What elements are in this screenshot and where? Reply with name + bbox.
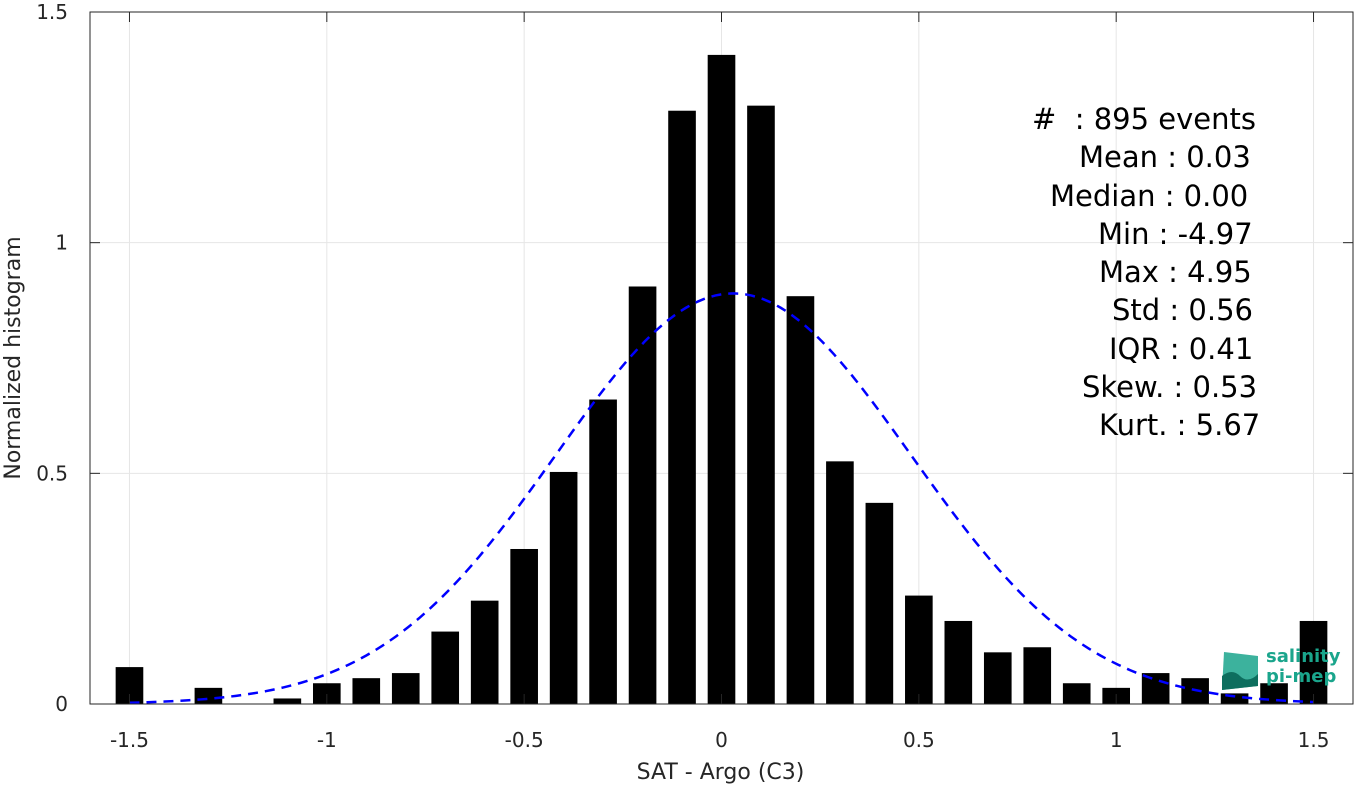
histogram-bar <box>826 461 854 704</box>
stat-skew: Skew. : 0.53 <box>1082 370 1258 405</box>
histogram-bar <box>786 296 815 704</box>
salinity-pimep-logo: salinity pi-mep <box>1218 646 1348 692</box>
x-tick-labels: -1.5 -1 -0.5 0 0.5 1 1.5 <box>110 728 1329 752</box>
statistics-panel: # : 895 events Mean : 0.03 Median : 0.00… <box>980 100 1320 445</box>
histogram-bar <box>668 110 696 704</box>
histogram-bar <box>865 502 894 704</box>
stat-kurt: Kurt. : 5.67 <box>1099 408 1261 443</box>
histogram-bar <box>628 286 657 704</box>
histogram-bar <box>1299 620 1328 704</box>
histogram-bar <box>1062 683 1091 704</box>
logo-text-salinity: salinity <box>1266 646 1341 667</box>
gaussian-fit-curve <box>129 292 1314 704</box>
histogram-bar <box>312 683 341 704</box>
stat-iqr: IQR : 0.41 <box>1109 331 1254 366</box>
histogram-bar <box>1023 647 1052 704</box>
x-axis-label: SAT - Argo (C3) <box>637 760 805 785</box>
histogram-bar <box>747 105 775 705</box>
histogram-bar <box>510 548 538 704</box>
x-tick-label: -1 <box>317 728 337 752</box>
x-tick-label: 1 <box>1110 728 1123 752</box>
wave-logo-icon <box>1222 652 1258 690</box>
y-tick-label: 0.5 <box>36 461 68 485</box>
y-tick-labels: 0 0.5 1 1.5 <box>36 0 68 716</box>
histogram-bar <box>905 595 933 704</box>
histogram-bar <box>707 54 736 705</box>
logo-text-pimep: pi-mep <box>1266 666 1337 687</box>
y-tick-label: 1.5 <box>36 0 68 24</box>
histogram-bar <box>273 698 302 704</box>
histogram-bars <box>115 54 1328 705</box>
histogram-bar <box>589 399 617 704</box>
histogram-bar <box>549 471 578 704</box>
stat-median: Median : 0.00 <box>1050 178 1249 213</box>
axis-ticks <box>90 11 1353 705</box>
histogram-bar <box>391 673 420 704</box>
stat-mean: Mean : 0.03 <box>1079 140 1251 175</box>
histogram-bar <box>983 652 1012 704</box>
y-tick-label: 0 <box>55 692 68 716</box>
histogram-bar <box>431 631 460 704</box>
histogram-bar <box>1220 693 1249 704</box>
stat-std: Std : 0.56 <box>1112 293 1253 328</box>
x-tick-label: 1.5 <box>1298 728 1330 752</box>
x-tick-label: -1.5 <box>110 728 149 752</box>
histogram-bar <box>194 687 223 704</box>
x-tick-label: -0.5 <box>505 728 544 752</box>
histogram-bar <box>470 600 499 704</box>
histogram-bar <box>944 620 973 704</box>
stat-max: Max : 4.95 <box>1099 255 1252 290</box>
histogram-bar <box>1141 673 1170 704</box>
stat-count: # : 895 events <box>1032 102 1256 136</box>
y-tick-label: 1 <box>55 231 68 255</box>
x-tick-label: 0 <box>715 728 728 752</box>
x-tick-label: 0.5 <box>903 728 935 752</box>
histogram-bar <box>352 678 381 704</box>
stat-min: Min : -4.97 <box>1098 216 1253 251</box>
y-axis-label: Normalized histogram <box>1 236 26 479</box>
